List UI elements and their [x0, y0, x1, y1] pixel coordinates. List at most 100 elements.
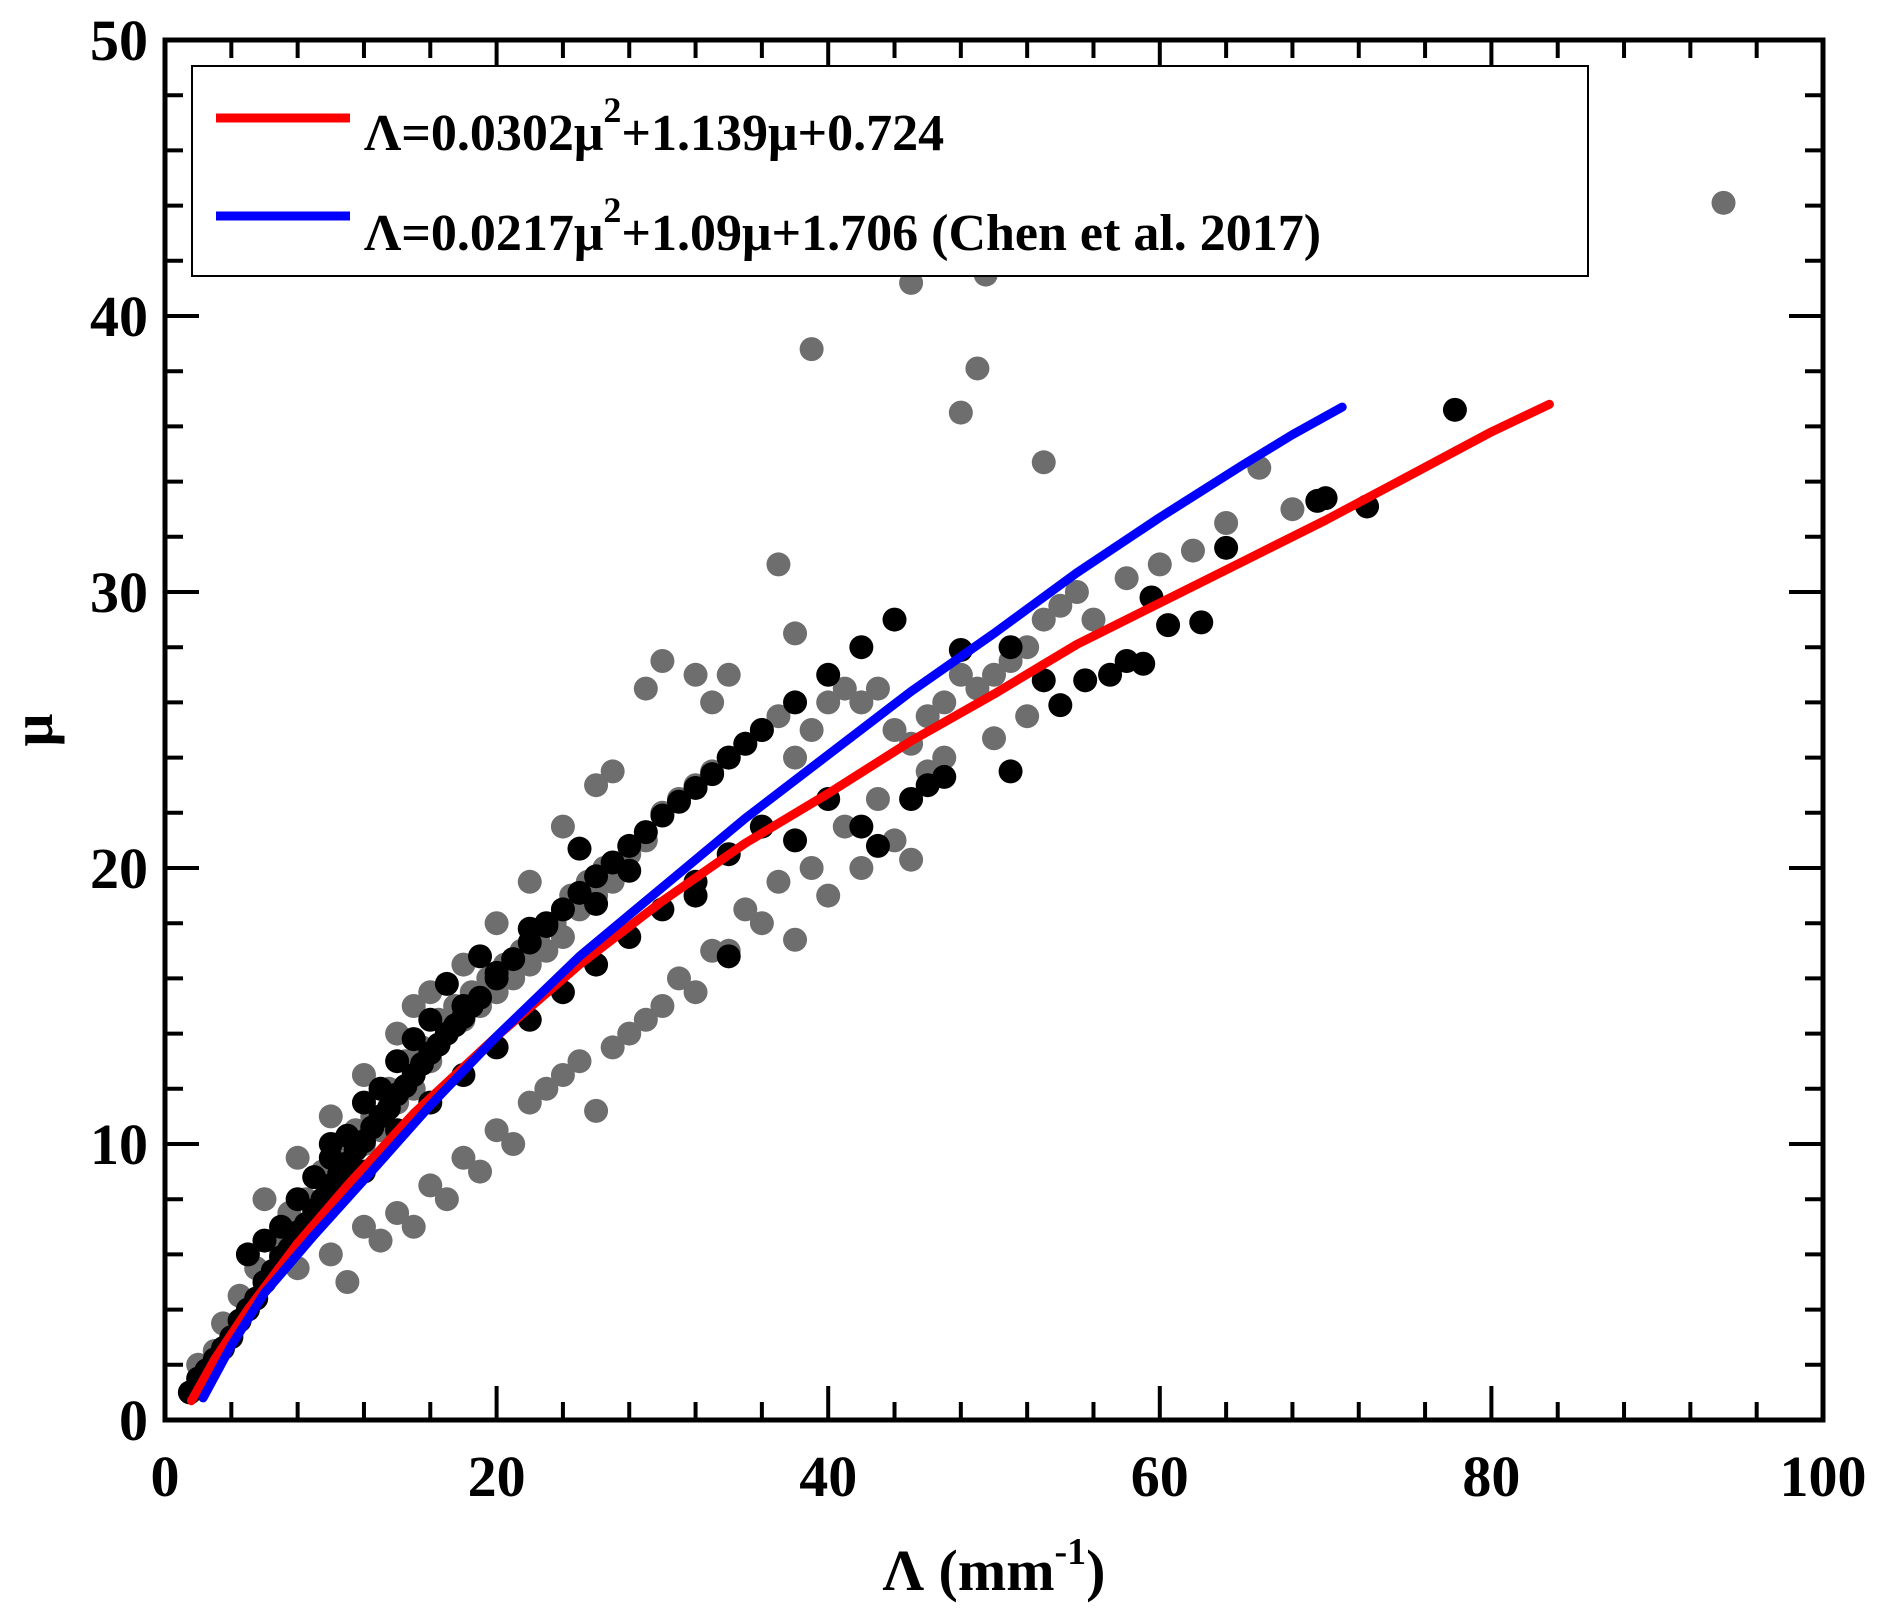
black-point	[783, 828, 808, 853]
fit-curves	[187, 399, 1554, 1406]
black-point	[716, 944, 741, 969]
black-point	[285, 1187, 310, 1212]
black-point	[302, 1165, 327, 1190]
black-point	[418, 1007, 443, 1032]
black-point	[269, 1214, 294, 1239]
black-point	[368, 1076, 393, 1101]
gray-point	[584, 773, 609, 798]
gray-point	[849, 690, 874, 715]
gray-point	[385, 1201, 410, 1225]
gray-point	[766, 704, 791, 729]
gray-point	[351, 1214, 376, 1239]
black-point	[584, 864, 609, 889]
black-point	[666, 789, 691, 814]
gray-point	[865, 787, 890, 811]
gray-point	[1180, 538, 1205, 563]
black-point	[235, 1242, 260, 1267]
y-tick-label: 10	[90, 1112, 148, 1177]
gray-point	[550, 814, 575, 839]
black-point	[617, 833, 642, 858]
gray-point	[401, 1214, 426, 1239]
gray-point	[1031, 450, 1056, 475]
gray-point	[799, 718, 824, 742]
gray-point	[1214, 511, 1239, 535]
gray-point	[633, 1007, 658, 1032]
gray-point	[501, 1132, 526, 1156]
black-point	[683, 775, 708, 800]
gray-point	[965, 356, 990, 381]
gray-point	[1031, 607, 1056, 632]
axis-ticks	[163, 38, 1825, 1422]
gray-point	[882, 718, 907, 742]
gray-point	[816, 690, 841, 715]
gray-point	[600, 1035, 625, 1060]
gray-point	[401, 994, 426, 1018]
gray-point	[1048, 593, 1073, 618]
black-point	[1189, 610, 1214, 635]
legend-label-blue-sup: 2	[603, 190, 621, 230]
gray-point	[716, 662, 741, 687]
y-tick-label: 40	[90, 284, 148, 349]
x-axis-title: Λ (mm-1)	[882, 1531, 1105, 1603]
black-point	[882, 607, 907, 632]
black-point	[484, 960, 509, 985]
gray-point	[1015, 704, 1040, 729]
black-point	[401, 1027, 426, 1052]
y-tick-label: 30	[90, 560, 148, 625]
legend-label-blue-lead: Λ=0.0217μ	[364, 205, 603, 262]
black-point	[434, 971, 459, 996]
x-tick-label: 80	[1462, 1444, 1520, 1509]
gray-point	[600, 759, 625, 784]
black-point	[318, 1145, 343, 1170]
gray-point	[749, 911, 774, 936]
gray-point	[633, 676, 658, 701]
gray-point	[434, 1187, 459, 1212]
gray-point	[484, 911, 509, 936]
fit-red-line	[187, 399, 1554, 1406]
gray-point	[252, 1187, 277, 1212]
black-point	[998, 759, 1023, 784]
legend-label-red-sup: 2	[603, 90, 621, 130]
fit-blue-line	[198, 402, 1347, 1403]
black-point	[1131, 651, 1156, 676]
legend-label-red-lead: Λ=0.0302μ	[364, 105, 603, 162]
gray-point	[816, 883, 841, 908]
gray-point	[783, 927, 808, 952]
black-point	[650, 803, 675, 828]
black-point	[899, 787, 924, 811]
black-point	[335, 1123, 360, 1148]
gray-point	[484, 1118, 509, 1143]
gray-point	[948, 400, 973, 425]
gray-point	[865, 676, 890, 701]
y-tick-label: 50	[90, 8, 148, 73]
black-point	[351, 1090, 376, 1115]
gray-point	[335, 1270, 360, 1294]
black-point	[733, 731, 758, 756]
black-point	[534, 911, 559, 936]
black-point	[783, 690, 808, 715]
gray-point	[567, 1049, 592, 1074]
gray-point	[584, 1098, 609, 1123]
gray-point	[932, 745, 957, 770]
legend: Λ=0.0302μ2+1.139μ+0.724 Λ=0.0217μ2+1.09μ…	[191, 65, 1589, 277]
gray-point	[683, 980, 708, 1005]
gray-point	[849, 856, 874, 880]
x-axis-title-tail: )	[1086, 1538, 1105, 1603]
gray-point	[783, 745, 808, 770]
gray-point	[650, 649, 675, 673]
gray-point	[832, 676, 857, 701]
gray-point	[468, 1159, 493, 1184]
gray-point	[915, 704, 940, 729]
gray-point	[832, 814, 857, 839]
x-tick-labels: 0 20 40 60 80 100	[151, 1444, 1867, 1509]
gray-point	[285, 1145, 310, 1170]
x-axis-title-base: Λ (mm	[882, 1538, 1054, 1603]
legend-box	[191, 65, 1589, 277]
gray-point	[318, 1242, 343, 1267]
black-point	[998, 635, 1023, 660]
legend-label-red: Λ=0.0302μ2+1.139μ+0.724	[364, 90, 944, 162]
gray-point	[683, 662, 708, 687]
gray-point	[932, 690, 957, 715]
gray-point	[783, 621, 808, 646]
black-point	[1214, 535, 1239, 560]
